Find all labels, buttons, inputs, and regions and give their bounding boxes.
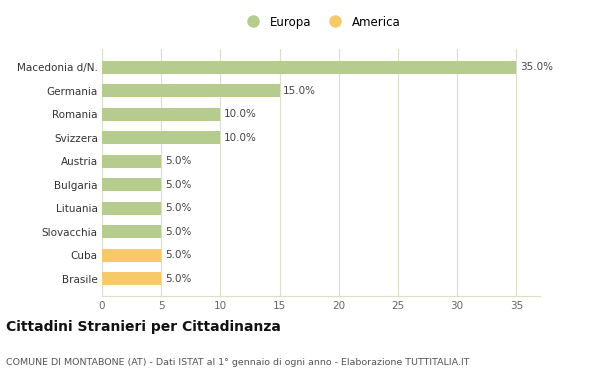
Text: 35.0%: 35.0% (520, 62, 553, 72)
Text: 10.0%: 10.0% (224, 133, 257, 142)
Bar (102, 202, 161, 215)
Bar (102, 272, 161, 285)
Bar (102, 225, 161, 238)
Text: 5.0%: 5.0% (165, 180, 191, 190)
Bar (102, 155, 161, 168)
Bar (102, 61, 517, 74)
Bar (102, 84, 280, 97)
Bar (102, 178, 161, 191)
Bar (102, 131, 220, 144)
Text: 5.0%: 5.0% (165, 274, 191, 284)
Text: 5.0%: 5.0% (165, 156, 191, 166)
Text: 10.0%: 10.0% (224, 109, 257, 119)
Legend: Europa, America: Europa, America (237, 11, 405, 33)
Bar (102, 108, 220, 120)
Text: 5.0%: 5.0% (165, 227, 191, 237)
Text: 15.0%: 15.0% (283, 86, 316, 96)
Text: 5.0%: 5.0% (165, 203, 191, 213)
Text: Cittadini Stranieri per Cittadinanza: Cittadini Stranieri per Cittadinanza (6, 320, 281, 334)
Bar (102, 249, 161, 262)
Text: 5.0%: 5.0% (165, 250, 191, 260)
Text: COMUNE DI MONTABONE (AT) - Dati ISTAT al 1° gennaio di ogni anno - Elaborazione : COMUNE DI MONTABONE (AT) - Dati ISTAT al… (6, 358, 470, 367)
